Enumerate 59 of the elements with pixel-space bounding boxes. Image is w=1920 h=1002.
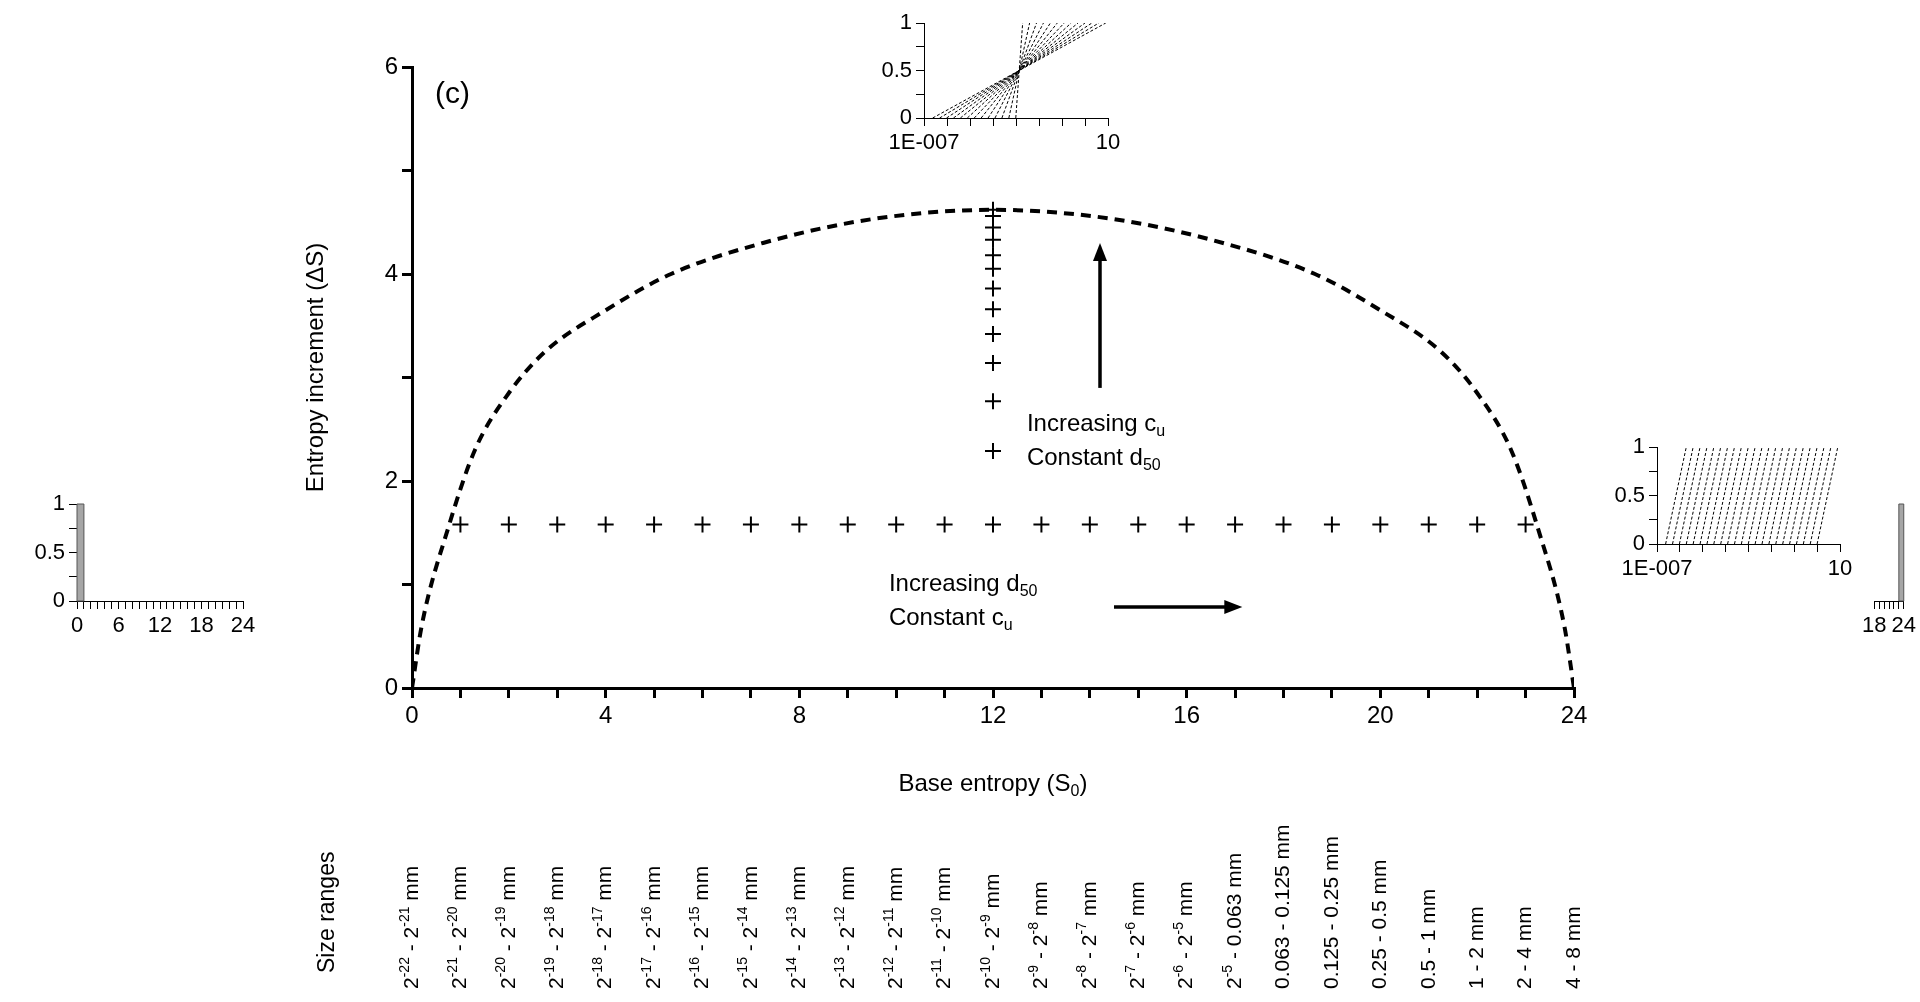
text: 1 - 2 mm <box>1463 906 1487 989</box>
text: 2-22 - 2-21 mm <box>395 865 422 989</box>
text: 2-13 - 2-12 mm <box>831 865 858 989</box>
text: 2-14 - 2-13 mm <box>782 865 810 989</box>
x-tick-label: 24 <box>1560 701 1588 729</box>
y-tick-label: 0.5 <box>881 56 912 82</box>
x-tick-label: 8 <box>792 701 807 729</box>
x-tick-label: 0 <box>405 701 419 729</box>
text: 2-19 - 2-18 mm <box>540 865 568 989</box>
y-tick-label: 0 <box>384 672 398 700</box>
text: 2-15 - 2-14 mm <box>734 865 761 989</box>
x-tick-label: 20 <box>1366 701 1394 729</box>
annotation: (c) <box>435 76 470 110</box>
x-tick-label: 12 <box>979 701 1007 729</box>
y-tick-label: 0 <box>52 587 65 613</box>
y-tick-label: 0.5 <box>34 538 65 564</box>
x-tick-label: 6 <box>112 612 125 638</box>
x-tick-label: 24 <box>230 612 256 638</box>
x-tick-label: 10 <box>1095 129 1121 155</box>
x-tick-label: 1E-007 <box>1621 555 1693 581</box>
text: 2-20 - 2-19 mm <box>492 865 519 989</box>
x-tick-label: 18 <box>1861 612 1887 638</box>
text: 2-16 - 2-15 mm <box>686 865 713 989</box>
text: 2-11 - 2-10 mm <box>928 866 955 989</box>
text: 2-5 - 0.063 mm <box>1218 852 1245 989</box>
text: 0.063 - 0.125 mm <box>1270 824 1294 989</box>
text: 2-17 - 2-16 mm <box>637 865 664 989</box>
text: 2-8 - 2-7 mm <box>1073 881 1100 989</box>
y-tick-label: 1 <box>899 9 912 35</box>
x-tick-label: 4 <box>598 701 613 729</box>
x-tick-label: 18 <box>189 612 214 638</box>
x-tick-label: 10 <box>1827 555 1853 581</box>
x-tick-label: 24 <box>1891 612 1917 638</box>
y-tick-label: 2 <box>384 465 398 493</box>
y-axis-title: Entropy increment (ΔS) <box>300 242 328 493</box>
text: Size ranges <box>313 851 340 973</box>
x-tick-label: 1E-007 <box>888 129 960 155</box>
y-tick-label: 1 <box>52 490 65 516</box>
x-tick-label: 12 <box>147 612 173 638</box>
text: 0.125 - 0.25 mm <box>1318 836 1342 989</box>
text: 2-10 - 2-9 mm <box>976 873 1003 989</box>
y-tick-label: 1 <box>1632 433 1645 459</box>
y-tick-label: 0.5 <box>1614 481 1645 507</box>
text: 2-12 - 2-11 mm <box>879 866 906 989</box>
y-tick-label: 6 <box>384 51 398 79</box>
text: 2-6 - 2-5 mm <box>1170 881 1197 989</box>
text: 4 - 8 mm <box>1560 906 1584 989</box>
text: 2-9 - 2-8 mm <box>1024 881 1052 989</box>
x-tick-label: 16 <box>1173 701 1201 729</box>
text: 2-21 - 2-20 mm <box>443 865 471 989</box>
text: 2-7 - 2-6 mm <box>1121 881 1149 989</box>
text: 0.5 - 1 mm <box>1415 888 1439 989</box>
y-tick-label: 4 <box>384 258 398 286</box>
text: 2-18 - 2-17 mm <box>589 865 616 989</box>
x-tick-label: 0 <box>70 612 84 638</box>
text: 0.25 - 0.5 mm <box>1367 859 1391 989</box>
text: 2 - 4 mm <box>1512 906 1536 989</box>
y-tick-label: 0 <box>899 104 912 130</box>
y-tick-label: 0 <box>1632 530 1645 556</box>
